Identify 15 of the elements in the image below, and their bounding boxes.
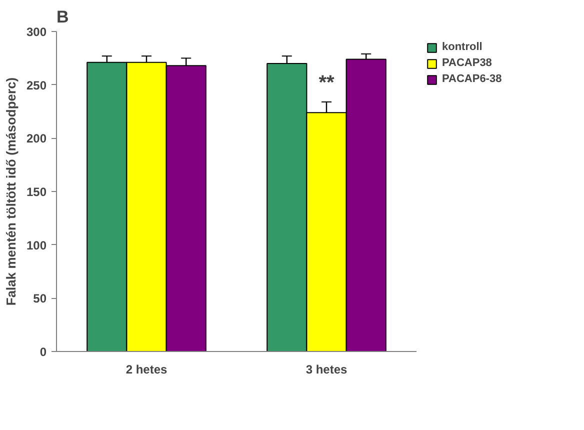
y-tick-label: 50: [33, 292, 47, 306]
y-tick-label: 100: [26, 238, 47, 252]
y-tick-label: 150: [26, 185, 47, 199]
y-tick-label: 0: [40, 345, 47, 359]
y-axis-title: Falak mentén töltött idő (másodperc): [3, 77, 18, 306]
legend-label: PACAP38: [442, 57, 492, 69]
legend-label: kontroll: [442, 41, 482, 53]
x-tick-label: 2 hetes: [126, 362, 168, 376]
legend-label: PACAP6-38: [442, 73, 502, 85]
annotation: **: [318, 72, 334, 94]
y-tick-label: 250: [26, 78, 47, 92]
y-tick-label: 300: [26, 25, 47, 39]
x-tick-label: 3 hetes: [306, 362, 348, 376]
chart-title: B: [56, 8, 69, 26]
y-tick-label: 200: [26, 132, 47, 146]
